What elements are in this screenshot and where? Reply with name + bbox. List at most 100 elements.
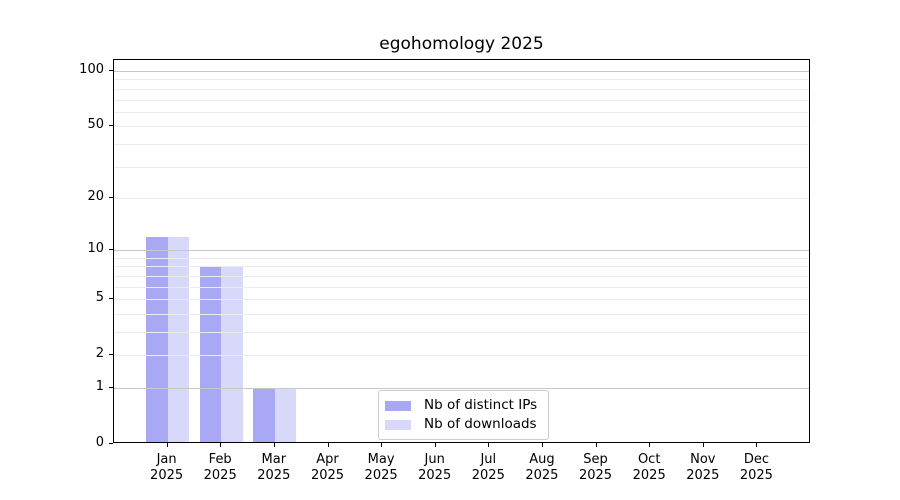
x-tick-year: 2025 (471, 468, 505, 483)
x-tick-year: 2025 (686, 468, 720, 483)
x-tick-mark (649, 443, 651, 447)
x-tick-month: Mar (261, 452, 287, 467)
x-tick-year: 2025 (525, 468, 559, 483)
gridline-minor (114, 79, 809, 81)
gridline-minor (114, 111, 809, 113)
legend-swatch-distinct-ips-icon (385, 400, 411, 411)
x-tick-mark (166, 443, 168, 447)
y-tick-mark (109, 249, 113, 251)
gridline-minor (114, 275, 809, 277)
x-tick-month: Apr (316, 452, 339, 467)
x-tick-label-jan: Jan 2025 (135, 452, 199, 484)
x-tick-label-mar: Mar 2025 (242, 452, 306, 484)
y-tick-label: 50 (87, 117, 104, 133)
bar-distinct-ips-feb (199, 266, 222, 442)
plot-area: Nb of distinct IPs Nb of downloads (113, 59, 810, 443)
x-tick-mark (220, 443, 222, 447)
y-tick-mark (109, 70, 113, 71)
x-tick-label-jun: Jun 2025 (403, 452, 467, 484)
gridline-minor (114, 197, 809, 199)
y-tick-mark (109, 354, 113, 356)
x-tick-label-feb: Feb 2025 (188, 452, 252, 484)
y-tick-label: 10 (87, 241, 104, 257)
y-tick-mark (109, 387, 113, 388)
gridline-minor (114, 313, 809, 315)
x-tick-label-sep: Sep 2025 (564, 452, 628, 484)
bar-distinct-ips-mar (253, 388, 275, 442)
gridline-minor (114, 99, 809, 101)
legend-label-distinct-ips: Nb of distinct IPs (424, 397, 538, 413)
gridline-minor (114, 299, 809, 301)
gridline-minor (114, 286, 809, 288)
x-tick-label-aug: Aug 2025 (510, 452, 574, 484)
y-tick-label: 1 (95, 379, 104, 394)
legend: Nb of distinct IPs Nb of downloads (378, 390, 550, 440)
x-tick-month: Sep (583, 452, 608, 467)
legend-item-distinct-ips: Nb of distinct IPs (385, 398, 537, 413)
x-tick-month: Aug (529, 452, 555, 467)
x-tick-year: 2025 (632, 468, 666, 483)
x-tick-month: Jun (424, 452, 445, 467)
x-tick-month: Oct (637, 452, 661, 467)
gridline-minor (114, 126, 809, 128)
x-tick-label-nov: Nov 2025 (671, 452, 735, 484)
x-tick-label-apr: Apr 2025 (296, 452, 360, 484)
x-tick-label-oct: Oct 2025 (617, 452, 681, 484)
y-tick-label: 2 (95, 346, 104, 362)
x-tick-month: Dec (743, 452, 769, 467)
x-tick-year: 2025 (310, 468, 345, 483)
x-tick-year: 2025 (203, 468, 237, 483)
bar-downloads-feb (221, 266, 243, 442)
gridline-major (114, 388, 809, 389)
x-tick-label-may: May 2025 (349, 452, 413, 484)
gridline-minor (114, 88, 809, 90)
gridline-major (114, 250, 809, 252)
gridline-minor (114, 143, 809, 145)
gridline-minor (114, 266, 809, 268)
chart-title: egohomology 2025 (379, 34, 544, 54)
x-tick-mark (327, 443, 329, 447)
legend-item-downloads: Nb of downloads (385, 417, 537, 432)
bar-downloads-jan (167, 236, 189, 442)
x-tick-label-dec: Dec 2025 (724, 452, 788, 484)
x-tick-mark (273, 443, 275, 447)
gridline-minor (114, 166, 809, 168)
gridline-minor (114, 332, 809, 333)
bar-downloads-mar (274, 388, 297, 442)
y-tick-label: 5 (95, 290, 104, 306)
gridline-major (114, 71, 809, 72)
x-tick-month: Jan (156, 452, 177, 467)
x-tick-mark (756, 443, 758, 447)
y-tick-mark (109, 298, 113, 300)
x-tick-month: Nov (690, 452, 716, 467)
x-tick-month: Jul (480, 452, 497, 467)
x-tick-year: 2025 (364, 468, 398, 483)
y-tick-label: 100 (79, 62, 104, 77)
x-tick-mark (488, 443, 490, 447)
bar-distinct-ips-jan (146, 236, 168, 442)
legend-swatch-downloads-icon (385, 419, 411, 430)
x-tick-mark (595, 443, 597, 447)
x-tick-month: Feb (208, 452, 232, 467)
legend-label-downloads: Nb of downloads (424, 416, 537, 432)
y-tick-mark (109, 125, 113, 127)
x-tick-mark (434, 443, 436, 447)
gridline-minor (114, 355, 809, 357)
x-tick-year: 2025 (578, 468, 613, 483)
x-tick-label-jul: Jul 2025 (456, 452, 520, 484)
x-tick-year: 2025 (257, 468, 291, 483)
x-tick-year: 2025 (739, 468, 773, 483)
x-tick-mark (381, 443, 383, 447)
y-tick-label: 20 (87, 188, 104, 204)
x-tick-mark (541, 443, 543, 447)
y-tick-label: 0 (95, 435, 104, 450)
x-tick-year: 2025 (418, 468, 452, 483)
y-tick-mark (109, 443, 113, 444)
x-tick-month: May (367, 452, 395, 467)
x-tick-mark (702, 443, 704, 447)
gridline-minor (114, 257, 809, 259)
plot-canvas (114, 60, 809, 442)
x-tick-year: 2025 (150, 468, 184, 483)
y-tick-mark (109, 196, 113, 198)
